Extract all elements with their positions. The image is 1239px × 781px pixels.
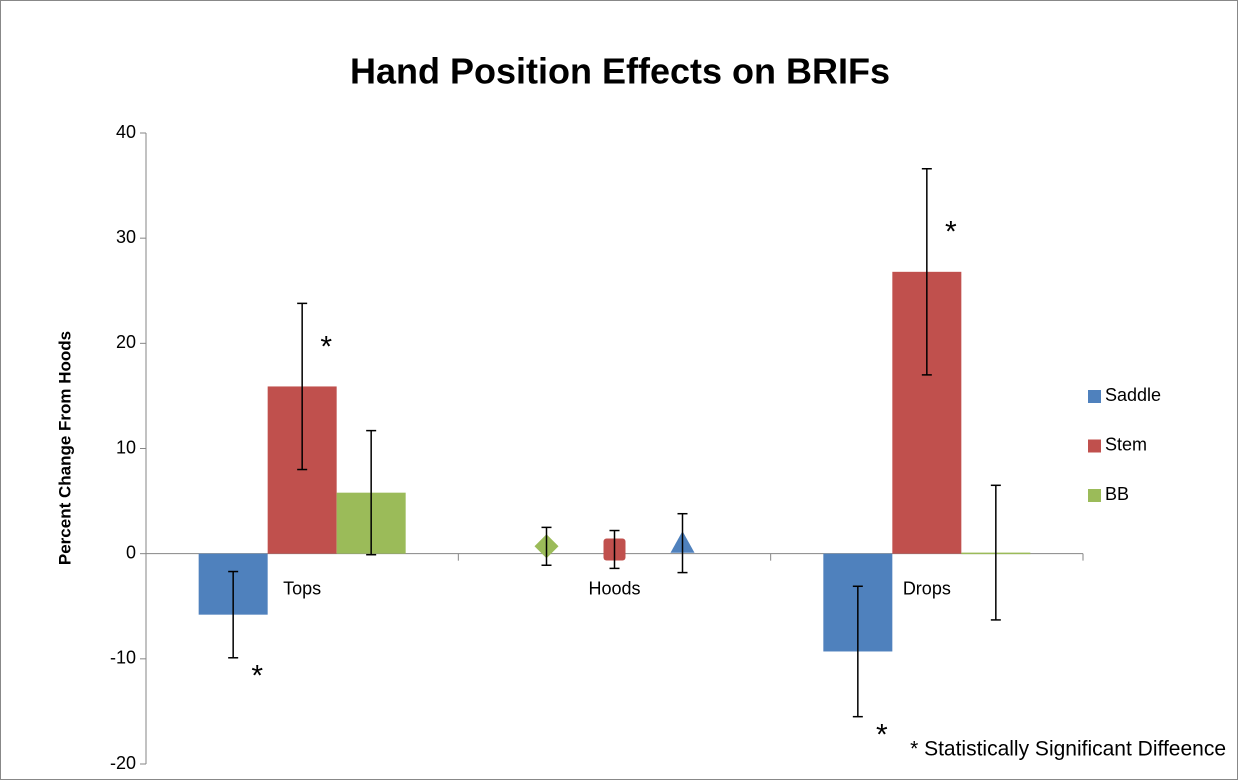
error-bar xyxy=(366,429,377,556)
legend-swatch xyxy=(1088,390,1101,403)
significance-label: * xyxy=(251,660,263,693)
y-tick-label: 0 xyxy=(126,542,136,562)
footnote: * Statistically Significant Diffeence xyxy=(910,738,1226,761)
chart-title: Hand Position Effects on BRIFs xyxy=(350,51,890,92)
legend-swatch xyxy=(1088,489,1101,502)
significance-label: * xyxy=(320,330,332,363)
significance-label: * xyxy=(876,719,888,752)
legend-label: BB xyxy=(1105,484,1129,504)
y-axis-label: Percent Change From Hoods xyxy=(55,331,74,565)
significance-label: * xyxy=(945,216,957,249)
y-tick-label: -10 xyxy=(110,648,136,668)
legend-label: Saddle xyxy=(1105,385,1161,405)
error-bar xyxy=(921,168,932,376)
error-bar xyxy=(297,302,308,471)
legend-label: Stem xyxy=(1105,434,1147,454)
error-bar xyxy=(990,484,1001,621)
x-tick-label: Hoods xyxy=(588,578,640,598)
legend-swatch xyxy=(1088,439,1101,453)
error-bar xyxy=(609,529,620,570)
y-tick-label: 10 xyxy=(116,437,136,457)
x-tick-label: Drops xyxy=(903,578,951,598)
x-tick-label: Tops xyxy=(283,578,321,598)
error-bar xyxy=(541,526,552,566)
y-tick-label: -20 xyxy=(110,753,136,773)
y-tick-label: 40 xyxy=(116,122,136,142)
y-tick-label: 20 xyxy=(116,332,136,352)
y-tick-label: 30 xyxy=(116,227,136,247)
error-bar xyxy=(677,512,688,574)
error-bar xyxy=(852,585,863,718)
error-bar xyxy=(228,570,239,659)
